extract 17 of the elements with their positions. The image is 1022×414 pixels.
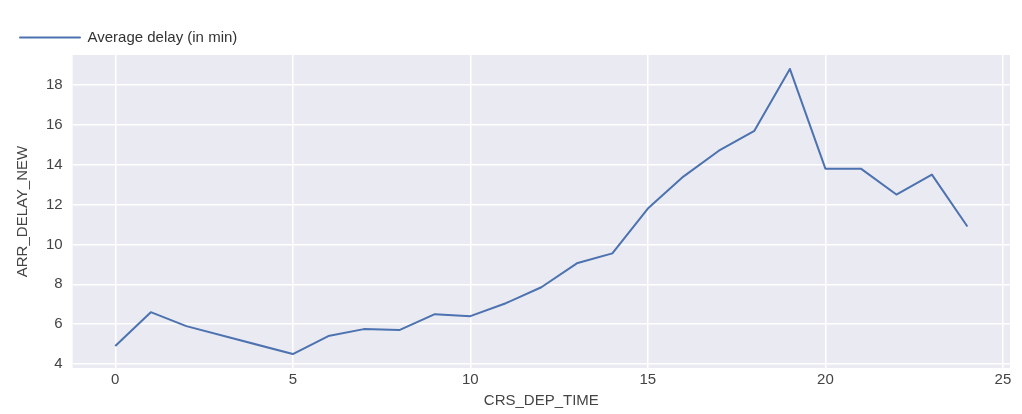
x-tick-label: 20 [817,370,834,388]
y-tick-label: 18 [46,75,63,93]
y-tick-label: 6 [54,314,63,332]
y-tick-label: 10 [46,234,63,252]
x-tick-label: 0 [111,370,120,388]
y-axis-title: ARR_DELAY_NEW [13,144,31,278]
x-tick-label: 5 [288,370,297,388]
y-tick-label: 16 [46,114,63,132]
y-tick-label: 12 [46,194,63,212]
y-tick-label: 8 [54,274,63,292]
x-tick-label: 15 [639,370,657,388]
x-tick-label: 25 [994,370,1012,388]
legend-label: Average delay (in min) [87,27,238,45]
y-tick-label: 4 [54,354,63,372]
x-tick-label: 10 [461,370,479,388]
y-tick-label: 14 [46,154,63,172]
x-axis-title: CRS_DEP_TIME [483,391,599,409]
